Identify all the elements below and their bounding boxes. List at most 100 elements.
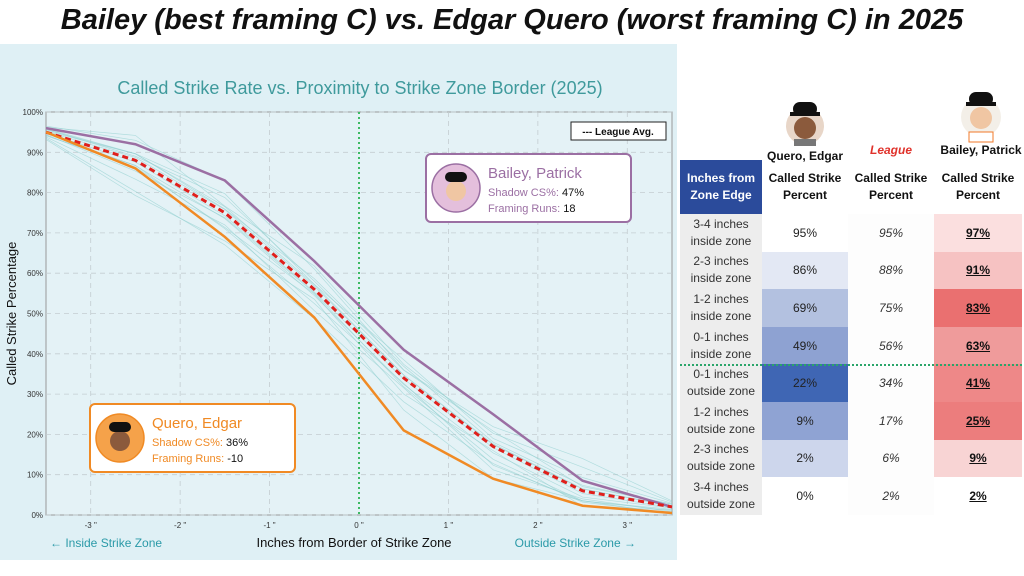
quero-cap-icon	[109, 422, 131, 432]
quero-framing-runs-value: -10	[227, 453, 243, 465]
strike-rate-chart: 0% 10% 20% 30% 40% 50% 60% 70% 80% 90% 100% -3 " -2 …	[4, 108, 673, 550]
x-tick-label: -3 "	[85, 521, 97, 530]
bailey-shadow-cs-label: Shadow CS%:	[488, 187, 562, 199]
league-value: 56%	[848, 326, 934, 365]
league-catcher-line	[45, 128, 673, 505]
league-catcher-line	[45, 133, 673, 509]
y-tick-label: 100%	[23, 108, 43, 117]
bailey-photo-icon	[961, 92, 1001, 143]
x-annot-inside: ← Inside Strike Zone	[50, 536, 162, 550]
row-label: 2-3 inches outside zone	[680, 439, 762, 478]
quero-shadow-cs: Shadow CS%: 36%	[152, 437, 248, 449]
league-catcher-line	[45, 131, 673, 507]
y-tick-label: 90%	[27, 148, 43, 157]
league-value: 34%	[848, 364, 934, 402]
row-label: 0-1 inches outside zone	[680, 364, 762, 402]
league-value: 88%	[848, 251, 934, 290]
series-line-quero-edgar	[45, 130, 673, 515]
table-row: 2-3 inches inside zone 86% 88% 91%	[680, 251, 1022, 290]
row-label: 1-2 inches outside zone	[680, 401, 762, 440]
x-tick-label: 2 "	[533, 521, 543, 530]
bailey-shadow-cs-value: 47%	[562, 187, 584, 199]
called-strike-table-wrap: Inches from Zone Edge Called Strike Perc…	[680, 160, 1022, 515]
bailey-info-box	[425, 153, 632, 223]
chart-title: Called Strike Rate vs. Proximity to Stri…	[117, 78, 603, 98]
table-row: 3-4 inches outside zone 0% 2% 2%	[680, 477, 1022, 515]
league-catcher-line	[45, 132, 673, 508]
row-label: 1-2 inches inside zone	[680, 289, 762, 327]
row-label: 3-4 inches outside zone	[680, 477, 762, 515]
quero-photo-block: Quero, Edgar	[762, 96, 848, 163]
row-label: 3-4 inches inside zone	[680, 214, 762, 252]
quero-value: 69%	[762, 289, 848, 327]
x-tick-label: -1 "	[263, 521, 275, 530]
table-row: 1-2 inches outside zone 9% 17% 25%	[680, 401, 1022, 440]
bailey-framing-runs-value: 18	[563, 203, 575, 215]
table-row: 2-3 inches outside zone 2% 6% 9%	[680, 439, 1022, 478]
bailey-value: 25%	[934, 401, 1022, 440]
league-value: 6%	[848, 439, 934, 478]
bailey-photo-block: Bailey, Patrick	[935, 84, 1024, 157]
y-tick-label: 60%	[27, 269, 43, 278]
quero-framing-runs: Framing Runs: -10	[152, 453, 243, 465]
y-tick-label: 20%	[27, 430, 43, 439]
y-tick-label: 30%	[27, 390, 43, 399]
y-tick-label: 70%	[27, 229, 43, 238]
bailey-value: 91%	[934, 251, 1022, 290]
y-axis-label: Called Strike Percentage	[4, 242, 19, 386]
series-line-bailey-patrick	[45, 126, 673, 509]
y-tick-label: 50%	[27, 310, 43, 319]
bailey-value: 83%	[934, 289, 1022, 327]
quero-framing-runs-label: Framing Runs:	[152, 453, 227, 465]
y-tick-label: 10%	[27, 471, 43, 480]
table-row: 0-1 inches outside zone 22% 34% 41%	[680, 364, 1022, 402]
row-label: 0-1 inches inside zone	[680, 326, 762, 365]
quero-value: 0%	[762, 477, 848, 515]
x-axis-label: Inches from Border of Strike Zone	[256, 535, 451, 550]
bailey-value: 9%	[934, 439, 1022, 478]
bailey-value: 2%	[934, 477, 1022, 515]
league-head-label: League	[869, 143, 912, 157]
header-quero: Called Strike Percent	[768, 171, 842, 202]
league-value: 17%	[848, 401, 934, 440]
called-strike-table: Inches from Zone Edge Called Strike Perc…	[680, 160, 1022, 515]
quero-head-label: Quero, Edgar	[766, 149, 843, 163]
series-line-league-avg-	[45, 130, 673, 509]
table-row: 0-1 inches inside zone 49% 56% 63%	[680, 326, 1022, 365]
header-zone-edge: Inches from Zone Edge	[680, 160, 762, 214]
x-annot-outside: Outside Strike Zone →	[515, 536, 636, 550]
quero-value: 95%	[762, 214, 848, 252]
bailey-framing-runs: Framing Runs: 18	[488, 203, 575, 215]
quero-value: 86%	[762, 251, 848, 290]
quero-value: 9%	[762, 401, 848, 440]
header-bailey: Called Strike Percent	[941, 171, 1015, 202]
bailey-cap-icon	[445, 172, 467, 182]
quero-value: 22%	[762, 364, 848, 402]
league-catcher-line	[45, 137, 673, 514]
bailey-head-label: Bailey, Patrick	[940, 143, 1022, 157]
bailey-face-icon	[446, 181, 466, 201]
header-league: Called Strike Percent	[854, 171, 928, 202]
zone-edge-divider	[680, 364, 1022, 366]
y-tick-label: 0%	[31, 511, 43, 520]
x-tick-label: 1 "	[444, 521, 454, 530]
quero-shadow-cs-label: Shadow CS%:	[152, 437, 226, 449]
x-tick-label: 0 "	[354, 521, 364, 530]
quero-shadow-cs-value: 36%	[226, 437, 248, 449]
y-tick-label: 40%	[27, 350, 43, 359]
league-value: 2%	[848, 477, 934, 515]
row-label: 2-3 inches inside zone	[680, 251, 762, 290]
table-header-row: Inches from Zone Edge Called Strike Perc…	[680, 160, 1022, 214]
quero-face-icon	[110, 431, 130, 451]
x-tick-label: 3 "	[623, 521, 633, 530]
legend-label: --- League Avg.	[582, 127, 654, 138]
league-catcher-line	[45, 134, 673, 511]
main-title: Bailey (best framing C) vs. Edgar Quero …	[60, 4, 964, 36]
bailey-value: 63%	[934, 326, 1022, 365]
x-tick-label: -2 "	[174, 521, 186, 530]
table-row: 1-2 inches inside zone 69% 75% 83%	[680, 289, 1022, 327]
bailey-name: Bailey, Patrick	[488, 165, 582, 182]
y-tick-label: 80%	[27, 189, 43, 198]
league-value: 75%	[848, 289, 934, 327]
quero-info-box	[89, 403, 296, 473]
